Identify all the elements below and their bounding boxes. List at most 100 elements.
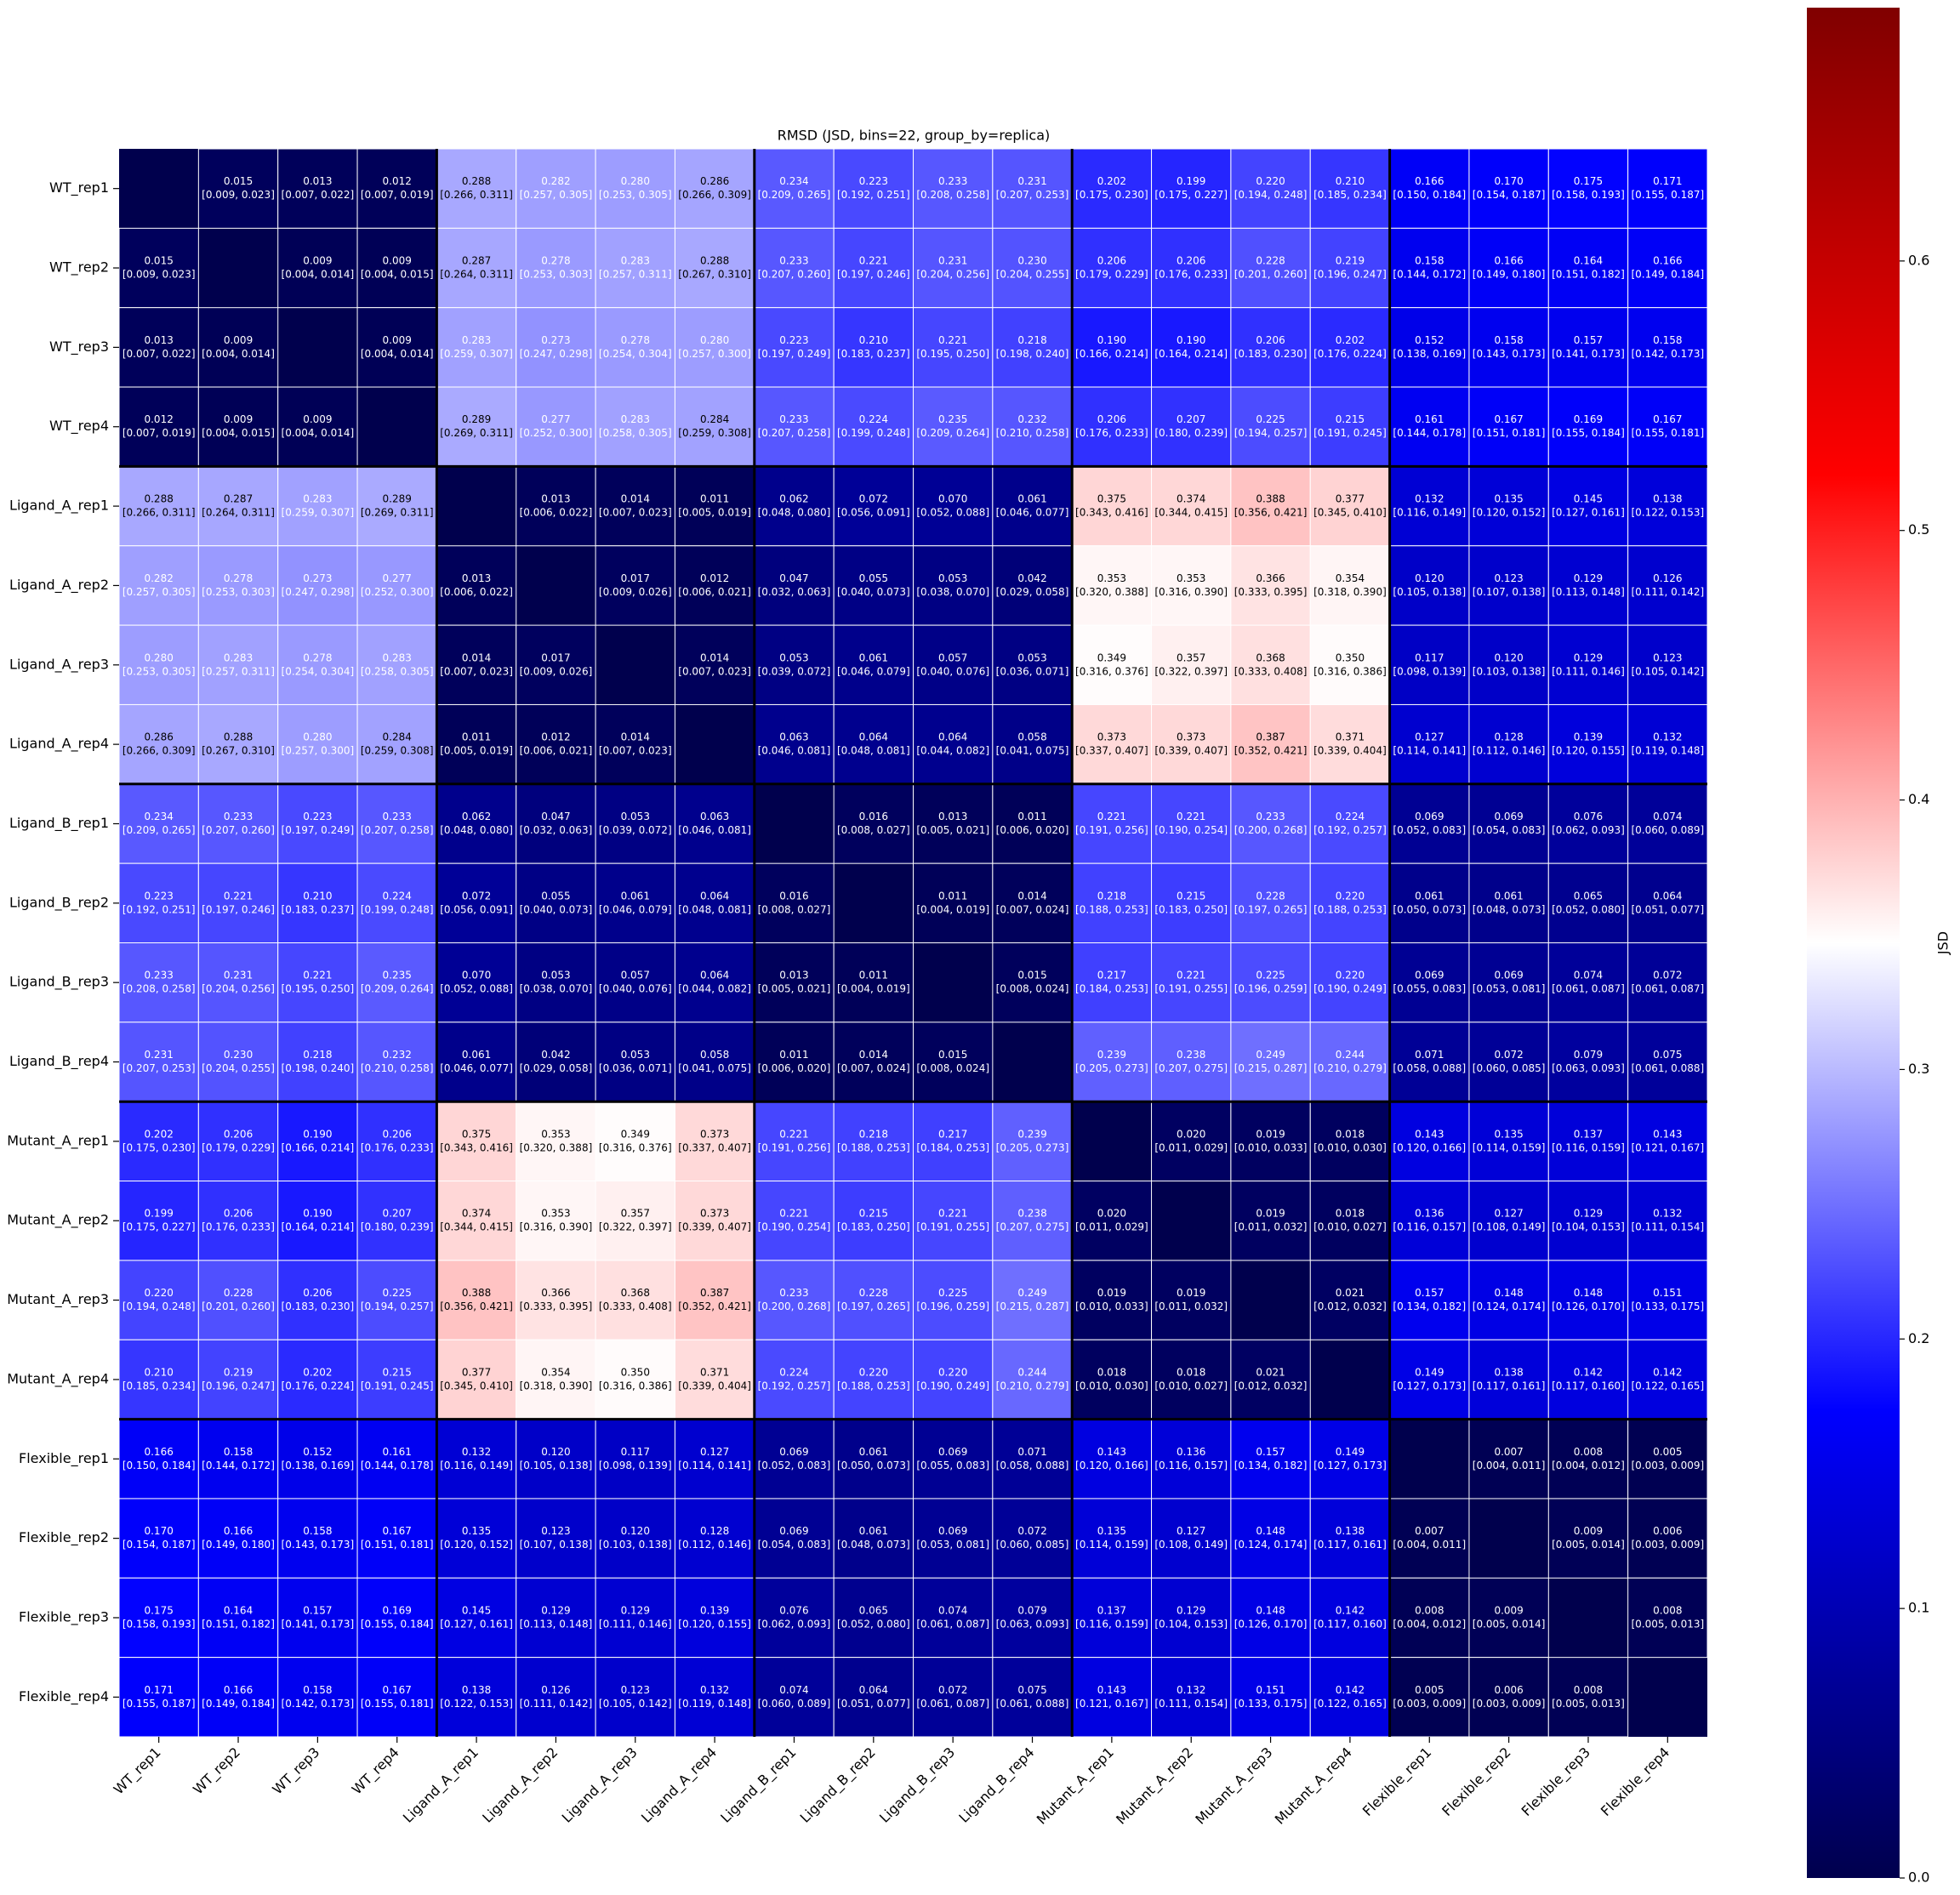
cell-ci: [0.104, 0.153]: [1552, 1221, 1625, 1233]
cell-ci: [0.345, 0.410]: [1313, 507, 1387, 519]
cell-ci: [0.009, 0.026]: [599, 586, 672, 598]
cell: [1627, 1181, 1708, 1261]
cell-value: 0.353: [1177, 572, 1205, 584]
cell: [992, 1657, 1073, 1738]
cell-value: 0.012: [383, 175, 412, 187]
cell-value: 0.284: [700, 413, 729, 425]
cell-ci: [0.207, 0.253]: [996, 189, 1069, 201]
cell-value: 0.373: [700, 1208, 729, 1220]
cell-ci: [0.005, 0.014]: [1552, 1539, 1625, 1551]
cell-value: 0.123: [541, 1525, 570, 1537]
cell-ci: [0.114, 0.159]: [1075, 1539, 1148, 1551]
y-tick-label: Ligand_B_rep3: [9, 974, 109, 991]
cell-value: 0.228: [1256, 890, 1285, 902]
cell-ci: [0.247, 0.298]: [282, 586, 355, 598]
cell-ci: [0.060, 0.089]: [1631, 824, 1704, 836]
cell-ci: [0.345, 0.410]: [440, 1380, 513, 1391]
cell-ci: [0.046, 0.081]: [758, 745, 831, 757]
cell-ci: [0.253, 0.303]: [202, 586, 275, 598]
cell: [1151, 624, 1232, 705]
cell-ci: [0.142, 0.173]: [1631, 348, 1704, 360]
cell-ci: [0.005, 0.021]: [916, 824, 989, 836]
cell-value: 0.139: [1574, 731, 1603, 743]
cell: [913, 307, 994, 388]
cell: [436, 227, 517, 309]
cell-ci: [0.254, 0.304]: [282, 665, 355, 677]
cell-value: 0.132: [1653, 731, 1682, 743]
cell-ci: [0.190, 0.254]: [1154, 824, 1228, 836]
cell-ci: [0.188, 0.253]: [837, 1141, 910, 1153]
colorbar-tick-label: 0.4: [1908, 791, 1929, 807]
cell: [833, 545, 914, 626]
cell-ci: [0.208, 0.258]: [122, 983, 196, 995]
cell: [674, 307, 755, 388]
cell-value: 0.009: [303, 413, 332, 425]
cell-ci: [0.098, 0.139]: [599, 1460, 672, 1471]
cell-ci: [0.199, 0.248]: [361, 903, 434, 915]
cell-ci: [0.134, 0.182]: [1234, 1460, 1308, 1471]
cell: [913, 1419, 994, 1499]
y-tick-label: Flexible_rep1: [19, 1450, 109, 1467]
cell-ci: [0.154, 0.187]: [1473, 189, 1546, 201]
cell-value: 0.021: [1336, 1287, 1365, 1299]
cell-value: 0.166: [144, 1446, 173, 1458]
cell-value: 0.011: [938, 890, 967, 902]
cell-ci: [0.339, 0.404]: [1313, 745, 1387, 757]
cell-value: 0.221: [303, 970, 332, 982]
cell: [1389, 307, 1470, 388]
cell-value: 0.225: [938, 1287, 967, 1299]
cell-value: 0.011: [779, 1049, 808, 1061]
cell-value: 0.061: [462, 1049, 491, 1061]
cell-value: 0.064: [859, 1684, 888, 1696]
cell-ci: [0.269, 0.311]: [440, 427, 513, 439]
colorbar-label: JSD: [1935, 931, 1951, 955]
cell-value: 0.232: [383, 1049, 412, 1061]
cell-value: 0.006: [1653, 1525, 1682, 1537]
cell-value: 0.008: [1574, 1684, 1603, 1696]
cell-ci: [0.259, 0.308]: [678, 427, 751, 439]
cell-ci: [0.029, 0.058]: [996, 586, 1069, 598]
cell-value: 0.127: [1415, 731, 1444, 743]
cell-ci: [0.120, 0.152]: [440, 1539, 513, 1551]
cell: [516, 465, 596, 547]
cell-ci: [0.201, 0.260]: [1234, 269, 1308, 281]
cell-ci: [0.114, 0.159]: [1473, 1141, 1546, 1153]
cell: [1468, 1577, 1549, 1659]
cell-value: 0.171: [1653, 175, 1682, 187]
cell: [913, 1577, 994, 1659]
cell-value: 0.016: [779, 890, 808, 902]
y-tick-label: WT_rep4: [49, 418, 109, 435]
cell: [1230, 1339, 1311, 1420]
cell: [674, 1339, 755, 1420]
cell: [674, 783, 755, 864]
cell-value: 0.161: [1415, 413, 1444, 425]
cell: [595, 1181, 675, 1261]
cell-ci: [0.010, 0.030]: [1313, 1141, 1387, 1153]
cell: [1547, 942, 1629, 1023]
cell-ci: [0.333, 0.395]: [1234, 586, 1308, 598]
cell-ci: [0.104, 0.153]: [1154, 1618, 1228, 1630]
cell: [197, 1181, 279, 1261]
cell: [595, 307, 675, 388]
cell-value: 0.170: [1494, 175, 1523, 187]
cell: [1468, 1181, 1549, 1261]
cell-ci: [0.052, 0.088]: [440, 983, 513, 995]
cell-ci: [0.175, 0.227]: [1154, 189, 1228, 201]
cell: [595, 465, 675, 547]
cell: [1151, 386, 1232, 467]
cell-value: 0.062: [462, 811, 491, 822]
cell-ci: [0.143, 0.173]: [1473, 348, 1546, 360]
cell: [277, 624, 358, 705]
cell-ci: [0.098, 0.139]: [1393, 665, 1466, 677]
cell: [356, 307, 437, 388]
cell-ci: [0.116, 0.159]: [1552, 1141, 1625, 1153]
cell-ci: [0.010, 0.027]: [1313, 1221, 1387, 1233]
cell-value: 0.009: [383, 255, 412, 267]
cell-value: 0.349: [1097, 652, 1126, 663]
cell-value: 0.014: [1017, 890, 1046, 902]
cell-value: 0.354: [1336, 572, 1365, 584]
cell-value: 0.202: [303, 1366, 332, 1378]
colorbar-tick-label: 0.5: [1908, 521, 1929, 538]
cell-ci: [0.124, 0.174]: [1234, 1539, 1308, 1551]
cell-value: 0.164: [224, 1604, 253, 1616]
